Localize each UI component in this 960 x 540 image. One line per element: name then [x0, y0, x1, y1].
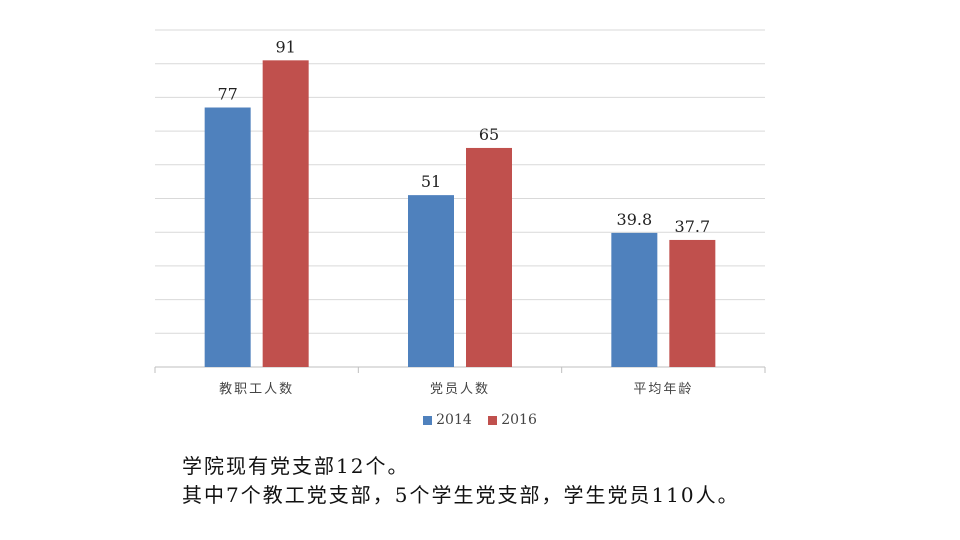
- legend-label-2014: 2014: [436, 412, 472, 428]
- bar-2014: [204, 107, 251, 367]
- bar-2014: [408, 195, 454, 367]
- x-tick-label: 平均年龄: [633, 382, 693, 397]
- notes-text: 学院现有党支部12个。 其中7个教工党支部，5个学生党支部，学生党员110人。: [182, 452, 740, 510]
- note-line-1: 学院现有党支部12个。: [182, 454, 410, 478]
- legend-swatch-2014: [423, 415, 433, 425]
- bar-2016: [262, 60, 309, 368]
- data-label-2014: 39.8: [617, 210, 653, 229]
- data-label-2016: 37.7: [675, 217, 711, 236]
- x-tick-label: 党员人数: [430, 382, 490, 397]
- bar-chart: 77 91 教职工人数 51 65 党员人数 39.8 37.7 平均年龄: [154, 29, 766, 397]
- legend-swatch-2016: [488, 415, 498, 425]
- bar-2016: [669, 239, 716, 367]
- legend-item-2014: 2014: [423, 412, 472, 428]
- legend-item-2016: 2016: [488, 412, 537, 428]
- bar-2016: [466, 147, 512, 367]
- legend-label-2016: 2016: [501, 412, 537, 428]
- bar-2014: [611, 232, 658, 367]
- data-label-2016: 65: [479, 125, 499, 144]
- x-tick-label: 教职工人数: [219, 381, 294, 397]
- note-line-2: 其中7个教工党支部，5个学生党支部，学生党员110人。: [182, 483, 740, 507]
- data-label-2014: 77: [217, 85, 237, 104]
- chart-legend: 2014 2016: [0, 412, 960, 428]
- data-label-2016: 91: [275, 37, 295, 56]
- data-label-2014: 51: [421, 172, 441, 191]
